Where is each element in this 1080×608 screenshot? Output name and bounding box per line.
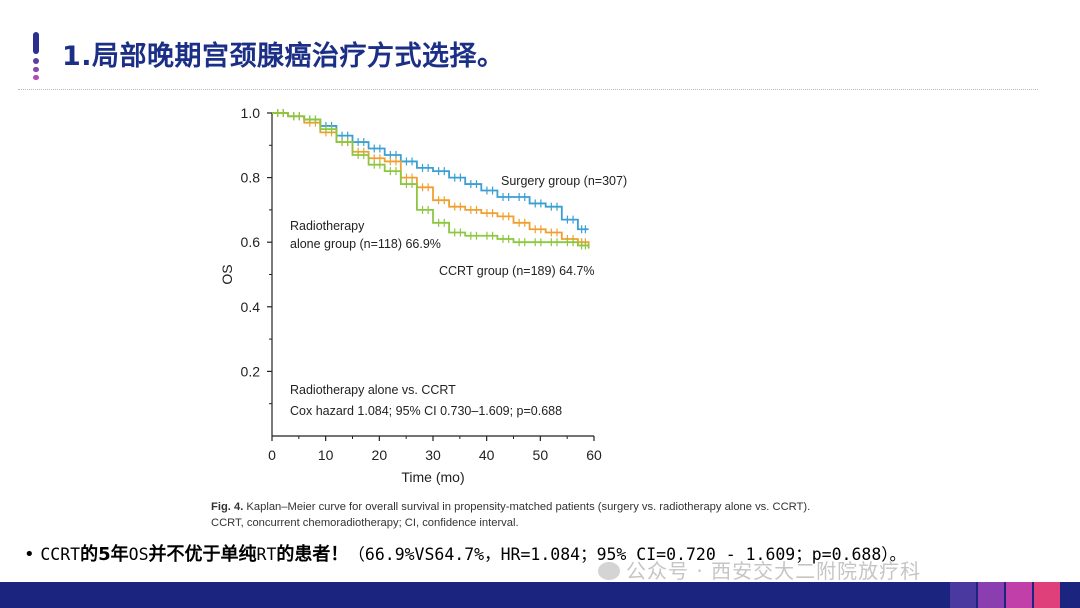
x-tick-label: 40 [479, 447, 495, 463]
watermark: 公众号 · 西安交大二附院放疗科 [598, 555, 921, 584]
annotation-surgery: Surgery group (n=307) 73.0% [501, 174, 630, 188]
x-tick-label: 60 [586, 447, 602, 463]
wechat-icon [598, 562, 620, 580]
bullet-text-c: 的患者！ [276, 544, 349, 565]
footer-dot-2 [978, 582, 1004, 608]
bullet-text-a: 的5年 [80, 544, 129, 565]
bullet-text-b: 并不优于单纯 [148, 544, 257, 565]
y-tick-label: 0.6 [241, 234, 261, 250]
chart-annotations: Surgery group (n=307) 73.0% Radiotherapy a… [290, 174, 630, 418]
annotation-test-line1: Radiotherapy alone vs. CCRT [290, 383, 456, 397]
conclusion-bullet: • CCRT的5年OS并不优于单纯RT的患者！（66.9%VS64.7%，HR=… [24, 540, 906, 566]
bullet-os: OS [128, 545, 149, 564]
caption-line1: Kaplan–Meier curve for overall survival … [243, 501, 811, 513]
bullet-stats: （66.9%VS64.7%，HR=1.084；95% CI=0.720 - 1.… [348, 545, 907, 564]
y-tick-label: 0.2 [241, 363, 261, 379]
figure-caption: Fig. 4. Kaplan–Meier curve for overall s… [211, 499, 810, 531]
annotation-ccrt: CCRT group (n=189) 64.7% [439, 264, 595, 278]
x-axis-label: Time (mo) [401, 469, 464, 485]
x-tick-label: 30 [425, 447, 441, 463]
annotation-rt-line1: Radiotherapy [290, 219, 365, 233]
series-ccrt-line [272, 112, 590, 249]
annotation-rt-line2: alone group (n=118) 66.9% [290, 237, 441, 251]
y-tick-label: 0.4 [241, 299, 261, 315]
footer-dot-1 [950, 582, 976, 608]
y-axis-label: OS [219, 264, 235, 284]
y-tick-label: 1.0 [241, 105, 261, 121]
page-title: 1.局部晚期宫颈腺癌治疗方式选择。 [62, 41, 505, 72]
bullet-rt: RT [256, 545, 277, 564]
y-tick-label: 0.8 [241, 170, 261, 186]
x-tick-label: 10 [318, 447, 334, 463]
caption-label: Fig. 4. [211, 501, 244, 513]
footer-dot-4 [1034, 582, 1060, 608]
bullet-symbol: • [24, 544, 35, 565]
footer-dot-3 [1006, 582, 1032, 608]
annotation-test-line2: Cox hazard 1.084; 95% CI 0.730–1.609; p=… [290, 404, 562, 418]
watermark-text: 公众号 · 西安交大二附院放疗科 [626, 559, 922, 583]
chart-axes: 0 10 20 30 40 50 60 0.2 0.4 0.6 0.8 1.0 Time (mo) OS [219, 105, 602, 485]
footer-bar [0, 582, 1080, 608]
caption-line2: CCRT, concurrent chemoradiotherapy; CI, … [211, 517, 519, 529]
chart-series [272, 109, 590, 250]
title-accent-bar [33, 32, 39, 80]
bullet-ccrt: CCRT [40, 545, 81, 564]
title-divider [18, 89, 1038, 90]
x-tick-label: 50 [533, 447, 549, 463]
x-tick-label: 20 [372, 447, 388, 463]
x-tick-label: 0 [268, 447, 276, 463]
